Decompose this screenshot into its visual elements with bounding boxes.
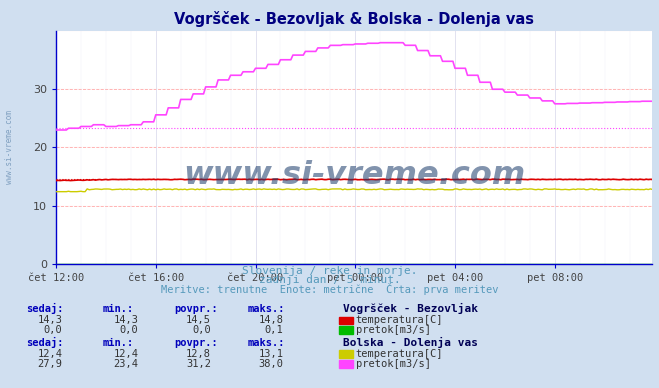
Text: 14,3: 14,3 [38,315,63,325]
Text: 14,8: 14,8 [258,315,283,325]
Text: 38,0: 38,0 [258,359,283,369]
Text: pretok[m3/s]: pretok[m3/s] [356,324,431,334]
Text: sedaj:: sedaj: [26,303,64,314]
Text: 12,8: 12,8 [186,348,211,359]
Text: Meritve: trenutne  Enote: metrične  Črta: prva meritev: Meritve: trenutne Enote: metrične Črta: … [161,283,498,295]
Text: 0,0: 0,0 [120,324,138,334]
Text: povpr.:: povpr.: [175,304,218,314]
Title: Vogršček - Bezovljak & Bolska - Dolenja vas: Vogršček - Bezovljak & Bolska - Dolenja … [174,11,534,27]
Text: temperatura[C]: temperatura[C] [356,348,444,359]
Text: 0,0: 0,0 [44,324,63,334]
Text: 0,0: 0,0 [192,324,211,334]
Text: sedaj:: sedaj: [26,337,64,348]
Text: 14,5: 14,5 [186,315,211,325]
Text: 13,1: 13,1 [258,348,283,359]
Text: Vogršček - Bezovljak: Vogršček - Bezovljak [343,303,478,314]
Text: www.si-vreme.com: www.si-vreme.com [5,111,14,184]
Text: 0,1: 0,1 [265,324,283,334]
Text: povpr.:: povpr.: [175,338,218,348]
Text: maks.:: maks.: [247,338,285,348]
Text: min.:: min.: [102,304,133,314]
Text: www.si-vreme.com: www.si-vreme.com [183,160,525,191]
Text: Slovenija / reke in morje.: Slovenija / reke in morje. [242,265,417,275]
Text: maks.:: maks.: [247,304,285,314]
Text: zadnji dan / 5 minut.: zadnji dan / 5 minut. [258,275,401,285]
Text: 14,3: 14,3 [113,315,138,325]
Text: 12,4: 12,4 [113,348,138,359]
Text: min.:: min.: [102,338,133,348]
Text: 12,4: 12,4 [38,348,63,359]
Text: 31,2: 31,2 [186,359,211,369]
Text: Bolska - Dolenja vas: Bolska - Dolenja vas [343,337,478,348]
Text: temperatura[C]: temperatura[C] [356,315,444,325]
Text: pretok[m3/s]: pretok[m3/s] [356,359,431,369]
Text: 23,4: 23,4 [113,359,138,369]
Text: 27,9: 27,9 [38,359,63,369]
